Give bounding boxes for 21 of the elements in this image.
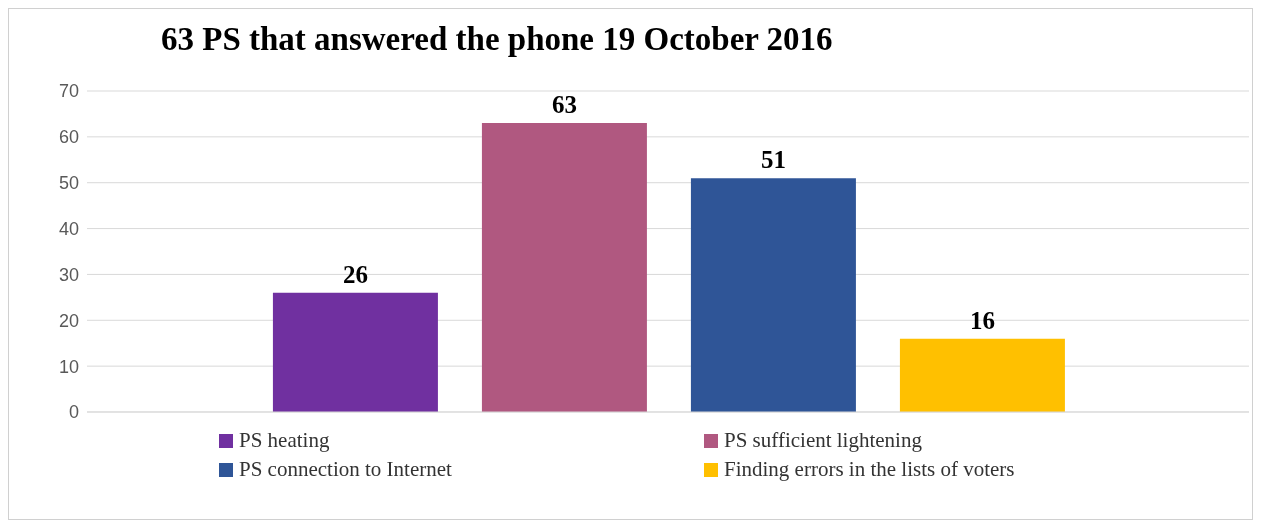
bar (272, 292, 438, 412)
bar (899, 338, 1065, 412)
data-label: 51 (760, 146, 786, 174)
y-tick-label: 0 (68, 402, 79, 423)
legend-label: PS sufficient lightening (724, 428, 922, 453)
legend-label: Finding errors in the lists of voters (724, 457, 1015, 482)
data-label: 26 (342, 260, 368, 288)
chart-title: 63 PS that answered the phone 19 October 2016 (160, 20, 834, 59)
legend-label: PS heating (239, 428, 330, 453)
y-tick-label: 10 (58, 356, 79, 377)
data-label: 63 (551, 91, 577, 119)
y-tick-label: 60 (58, 127, 79, 148)
y-tick-label: 30 (58, 264, 79, 285)
y-tick-label: 40 (58, 218, 79, 239)
data-label: 16 (969, 306, 995, 334)
legend-label: PS connection to Internet (239, 457, 452, 482)
y-tick-label: 50 (58, 173, 79, 194)
y-tick-label: 70 (58, 81, 79, 102)
bar (690, 178, 856, 412)
y-tick-label: 20 (58, 310, 79, 331)
bar (481, 123, 647, 412)
